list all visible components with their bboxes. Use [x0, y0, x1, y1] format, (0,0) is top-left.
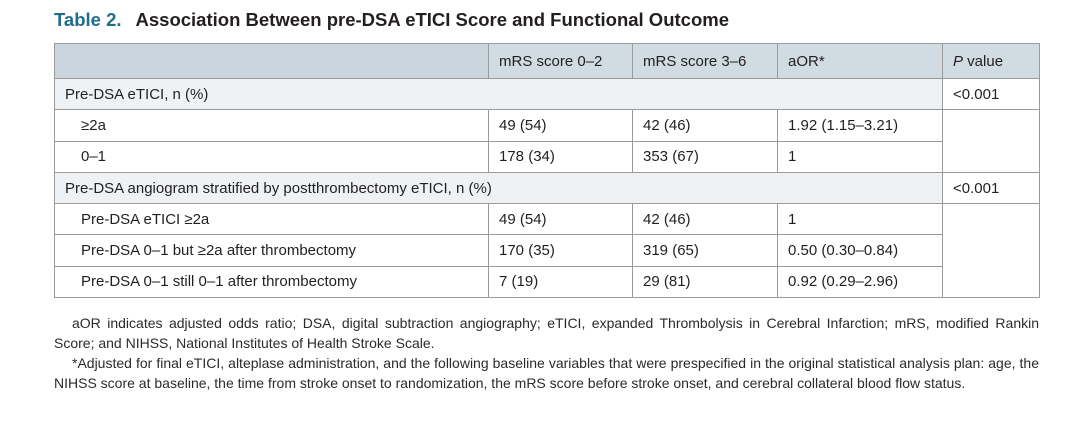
row-label: Pre-DSA 0–1 but ≥2a after thrombectomy: [54, 234, 489, 267]
table-title: Table 2. Association Between pre-DSA eTIC…: [54, 9, 729, 31]
cell-mrs36: 42 (46): [632, 109, 778, 142]
section-row: Pre-DSA eTICI, n (%) <0.001: [54, 77, 1040, 111]
section-p-value: <0.001: [942, 171, 1040, 205]
cell-mrs36: 353 (67): [632, 140, 778, 173]
table-row: Pre-DSA 0–1 still 0–1 after thrombectomy…: [54, 265, 1040, 299]
row-label: 0–1: [54, 140, 489, 173]
cell-p-empty: [942, 109, 1040, 173]
table-row: ≥2a 49 (54) 42 (46) 1.92 (1.15–3.21): [54, 109, 1040, 173]
cell-mrs02: 49 (54): [488, 203, 633, 236]
table-title-text: Association Between pre-DSA eTICI Score …: [135, 9, 729, 30]
row-label: Pre-DSA eTICI ≥2a: [54, 203, 489, 236]
results-table: mRS score 0–2 mRS score 3–6 aOR* P value…: [54, 43, 1040, 299]
section-label: Pre-DSA angiogram stratified by postthro…: [54, 171, 943, 205]
cell-aor: 1: [777, 203, 943, 236]
row-label: ≥2a: [54, 109, 489, 142]
table-row: Pre-DSA eTICI ≥2a 49 (54) 42 (46) 1: [54, 203, 1040, 299]
table-row: 0–1 178 (34) 353 (67) 1: [54, 140, 1040, 173]
cell-aor: 0.92 (0.29–2.96): [777, 265, 943, 299]
table-number: Table 2.: [54, 9, 122, 30]
section-row: Pre-DSA angiogram stratified by postthro…: [54, 171, 1040, 205]
section-label: Pre-DSA eTICI, n (%): [54, 77, 943, 111]
header-row: mRS score 0–2 mRS score 3–6 aOR* P value: [54, 43, 1040, 79]
header-cell-p-value: P value: [942, 43, 1040, 79]
table-footnotes: aOR indicates adjusted odds ratio; DSA, …: [54, 314, 1039, 393]
cell-mrs36: 29 (81): [632, 265, 778, 299]
cell-aor: 0.50 (0.30–0.84): [777, 234, 943, 267]
row-label: Pre-DSA 0–1 still 0–1 after thrombectomy: [54, 265, 489, 299]
section-p-value: <0.001: [942, 77, 1040, 111]
cell-mrs36: 42 (46): [632, 203, 778, 236]
header-cell-label: [54, 43, 489, 79]
p-value-suffix: value: [963, 52, 1004, 70]
cell-aor: 1: [777, 140, 943, 173]
header-cell-mrs36: mRS score 3–6: [632, 43, 778, 79]
cell-mrs02: 170 (35): [488, 234, 633, 267]
cell-mrs02: 49 (54): [488, 109, 633, 142]
cell-mrs02: 7 (19): [488, 265, 633, 299]
cell-aor: 1.92 (1.15–3.21): [777, 109, 943, 142]
footnote-adjusted: *Adjusted for final eTICI, alteplase adm…: [54, 355, 1039, 391]
footnote-abbreviations: aOR indicates adjusted odds ratio; DSA, …: [54, 315, 1039, 351]
header-cell-mrs02: mRS score 0–2: [488, 43, 633, 79]
table-row: Pre-DSA 0–1 but ≥2a after thrombectomy 1…: [54, 234, 1040, 267]
cell-mrs36: 319 (65): [632, 234, 778, 267]
header-cell-aor: aOR*: [777, 43, 943, 79]
cell-mrs02: 178 (34): [488, 140, 633, 173]
cell-p-empty: [942, 203, 1040, 299]
p-italic: P: [953, 52, 964, 70]
